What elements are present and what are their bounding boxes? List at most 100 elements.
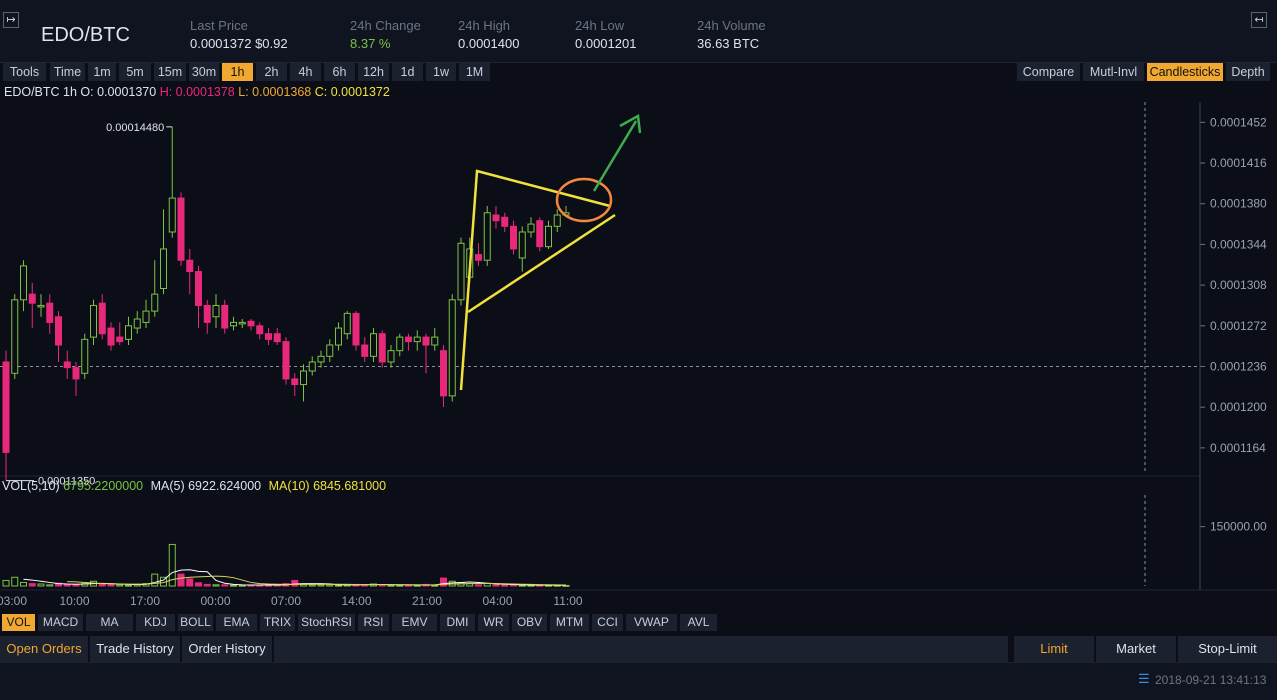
volume-series [2, 543, 570, 587]
indicator-trix[interactable]: TRIX [260, 614, 296, 631]
indicator-mtm[interactable]: MTM [550, 614, 590, 631]
candle-body [475, 254, 482, 261]
stat-value: 8.37 % [350, 36, 391, 51]
volume-bar [230, 584, 237, 587]
volume-bar [317, 584, 325, 587]
stat-value: 36.63 BTC [697, 36, 760, 51]
indicator-emv[interactable]: EMV [392, 614, 438, 631]
high-value: 0.0001378 [175, 85, 235, 99]
indicator-vol[interactable]: VOL [2, 614, 36, 631]
indicator-ma[interactable]: MA [86, 614, 134, 631]
volume-bar [291, 579, 299, 587]
interval-30m[interactable]: 30m [189, 63, 220, 81]
collapse-right-icon[interactable]: ↤ [1251, 12, 1267, 28]
candle-body [177, 197, 185, 261]
interval-2h[interactable]: 2h [256, 63, 288, 81]
candle-body [291, 378, 299, 386]
interval-1m[interactable]: 1m [88, 63, 117, 81]
candle-body [20, 265, 27, 301]
candle-body [335, 327, 342, 346]
volume-bar [308, 584, 316, 587]
compare-button[interactable]: Compare [1017, 63, 1081, 81]
candle-body [212, 304, 220, 318]
time-tick-label: 14:00 [341, 594, 371, 608]
candle-body [370, 333, 377, 357]
low-label: L: [238, 85, 249, 99]
candle-body [11, 299, 19, 374]
candle-body [186, 259, 194, 273]
candle-body [90, 304, 97, 338]
interval-1M[interactable]: 1M [459, 63, 491, 81]
ma5-value: 6922.624000 [188, 479, 262, 493]
expand-left-icon[interactable]: ↦ [3, 12, 19, 28]
depth-button[interactable]: Depth [1226, 63, 1271, 81]
candle-body [256, 325, 264, 335]
stat-value: 0.0001372 $0.92 [190, 36, 288, 51]
candle-body [160, 248, 167, 289]
candle-body [221, 304, 229, 329]
low-value: 0.0001368 [252, 85, 312, 99]
stat-value: 0.0001201 [575, 36, 637, 51]
order-type-market[interactable]: Market [1096, 636, 1178, 662]
tools-button[interactable]: Tools [3, 63, 47, 81]
candle-body [151, 293, 159, 312]
stat-24h-low: 24h Low 0.0001201 [575, 18, 636, 51]
indicator-wr[interactable]: WR [478, 614, 510, 631]
volume-bar [151, 573, 159, 587]
candle-body [536, 220, 544, 248]
time-button[interactable]: Time [50, 63, 86, 81]
interval-15m[interactable]: 15m [154, 63, 187, 81]
candlesticks-button[interactable]: Candlesticks [1147, 63, 1224, 81]
stat-label: Last Price [190, 18, 248, 33]
volume-bar [387, 584, 395, 587]
volume-bar [107, 584, 115, 587]
interval-5m[interactable]: 5m [119, 63, 152, 81]
indicator-kdj[interactable]: KDJ [136, 614, 176, 631]
stat-label: 24h High [458, 18, 511, 33]
candle-body [422, 336, 430, 346]
candle-body [492, 214, 500, 222]
indicator-obv[interactable]: OBV [512, 614, 548, 631]
tab-open-orders[interactable]: Open Orders [0, 636, 90, 662]
drawing-annotations [459, 114, 642, 391]
indicator-cci[interactable]: CCI [592, 614, 624, 631]
ma10-label: MA(10) [268, 479, 310, 493]
candle-body [457, 242, 465, 301]
interval-6h[interactable]: 6h [324, 63, 356, 81]
volume-bar [396, 584, 404, 587]
indicator-rsi[interactable]: RSI [358, 614, 390, 631]
price-tick-label: 0.0001236 [1210, 359, 1267, 373]
indicator-avl[interactable]: AVL [680, 614, 718, 631]
tab-order-history[interactable]: Order History [182, 636, 274, 662]
tab-trade-history[interactable]: Trade History [90, 636, 182, 662]
candle-body [431, 336, 439, 346]
order-type-stop-limit[interactable]: Stop-Limit [1178, 636, 1277, 662]
interval-12h[interactable]: 12h [358, 63, 390, 81]
candle-body [483, 212, 491, 261]
volume-bar [335, 584, 342, 587]
indicator-stochrsi[interactable]: StochRSI [298, 614, 356, 631]
candle-body [133, 318, 141, 329]
interval-1d[interactable]: 1d [392, 63, 424, 81]
breakout-circle [555, 177, 613, 223]
ma5-label: MA(5) [150, 479, 185, 493]
volume-bar [501, 584, 509, 587]
interval-4h[interactable]: 4h [290, 63, 322, 81]
stat-label: 24h Volume [697, 18, 766, 33]
close-value: 0.0001372 [330, 85, 390, 99]
indicator-macd[interactable]: MACD [38, 614, 84, 631]
indicator-dmi[interactable]: DMI [440, 614, 476, 631]
indicator-ema[interactable]: EMA [216, 614, 258, 631]
candle-body [448, 299, 456, 397]
order-type-limit[interactable]: Limit [1014, 636, 1096, 662]
price-tick-label: 0.0001380 [1210, 197, 1267, 211]
interval-1w[interactable]: 1w [426, 63, 457, 81]
stat-24h-volume: 24h Volume 36.63 BTC [697, 18, 766, 51]
candle-body [440, 350, 447, 397]
multi-interval-button[interactable]: Mutl-Invl [1083, 63, 1145, 81]
interval-1h[interactable]: 1h [222, 63, 254, 81]
indicator-boll[interactable]: BOLL [178, 614, 214, 631]
volume-bar [11, 576, 19, 587]
indicator-vwap[interactable]: VWAP [626, 614, 678, 631]
